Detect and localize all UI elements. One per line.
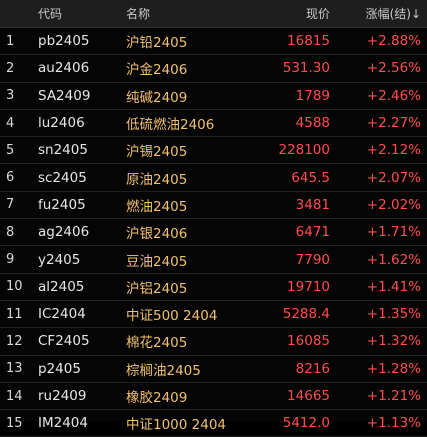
table-row[interactable]: 11 IC2404 中证500 2404 5288.4 +1.35% xyxy=(0,301,427,329)
current-price: 4588 xyxy=(295,115,330,132)
header-code[interactable]: 代码 xyxy=(38,7,63,21)
contract-code: ru2409 xyxy=(38,388,87,404)
row-index: 4 xyxy=(6,115,15,131)
row-index: 14 xyxy=(6,388,23,404)
contract-name: 低硫燃油2406 xyxy=(126,117,215,134)
table-row[interactable]: 6 sc2405 原油2405 645.5 +2.07% xyxy=(0,164,427,192)
change-percent: +2.27% xyxy=(366,115,421,132)
current-price: 16085 xyxy=(287,333,330,350)
row-index: 5 xyxy=(6,142,15,158)
contract-name: 纯碱2409 xyxy=(126,89,188,106)
row-index: 1 xyxy=(6,33,15,49)
contract-name: 沪锡2405 xyxy=(126,144,188,161)
contract-code: pb2405 xyxy=(38,33,90,50)
contract-code: IC2404 xyxy=(38,306,86,323)
table-row[interactable]: 1 pb2405 沪铅2405 16815 +2.88% xyxy=(0,28,427,56)
change-percent: +2.12% xyxy=(366,142,421,159)
contract-name: 中证1000 2404 xyxy=(126,417,227,434)
row-index: 9 xyxy=(6,252,15,268)
change-percent: +1.32% xyxy=(366,333,421,350)
table-row[interactable]: 4 lu2406 低硫燃油2406 4588 +2.27% xyxy=(0,110,427,138)
contract-name: 沪银2406 xyxy=(126,226,188,243)
row-index: 12 xyxy=(6,333,23,349)
contract-code: y2405 xyxy=(38,251,81,268)
table-row[interactable]: 9 y2405 豆油2405 7790 +1.62% xyxy=(0,246,427,274)
change-percent: +1.35% xyxy=(366,306,421,323)
change-percent: +1.28% xyxy=(366,360,421,377)
change-percent: +2.02% xyxy=(366,196,421,213)
table-row[interactable]: 12 CF2405 棉花2405 16085 +1.32% xyxy=(0,328,427,356)
contract-name: 橡胶2409 xyxy=(126,390,188,406)
table-row[interactable]: 15 IM2404 中证1000 2404 5412.0 +1.13% xyxy=(0,410,427,437)
row-index: 13 xyxy=(6,361,23,377)
current-price: 531.30 xyxy=(282,60,330,77)
current-price: 16815 xyxy=(287,33,330,50)
current-price: 3481 xyxy=(295,196,330,213)
contract-code: al2405 xyxy=(38,278,85,295)
current-price: 5412.0 xyxy=(282,415,330,432)
current-price: 7790 xyxy=(295,251,330,268)
change-percent: +1.62% xyxy=(366,251,421,268)
current-price: 6471 xyxy=(295,224,330,241)
table-row[interactable]: 3 SA2409 纯碱2409 1789 +2.46% xyxy=(0,83,427,110)
contract-name: 沪铅2405 xyxy=(126,35,188,52)
row-index: 6 xyxy=(6,170,15,186)
change-percent: +1.21% xyxy=(366,388,421,404)
contract-name: 棕榈油2405 xyxy=(126,362,201,379)
contract-code: au2406 xyxy=(38,60,90,77)
change-percent: +2.07% xyxy=(366,169,421,186)
table-body: 1 pb2405 沪铅2405 16815 +2.88% 2 au2406 沪金2406 531… xyxy=(0,28,427,437)
row-index: 2 xyxy=(6,60,15,76)
row-index: 8 xyxy=(6,224,15,240)
header-change-sorted[interactable]: 涨幅(结)↓ xyxy=(365,7,421,21)
table-header: 代码 名称 现价 涨幅(结)↓ xyxy=(0,0,427,28)
current-price: 645.5 xyxy=(291,169,330,186)
table-row[interactable]: 10 al2405 沪铝2405 19710 +1.41% xyxy=(0,274,427,301)
contract-name: 原油2405 xyxy=(126,171,188,188)
row-index: 11 xyxy=(6,306,23,322)
table-row[interactable]: 7 fu2405 燃油2405 3481 +2.02% xyxy=(0,192,427,220)
current-price: 228100 xyxy=(278,142,330,159)
contract-code: sc2405 xyxy=(38,169,87,186)
row-index: 3 xyxy=(6,88,15,104)
current-price: 8216 xyxy=(295,360,330,377)
row-index: 7 xyxy=(6,197,15,213)
contract-name: 豆油2405 xyxy=(126,253,188,270)
current-price: 5288.4 xyxy=(282,306,330,323)
contract-code: SA2409 xyxy=(38,87,91,104)
table-row[interactable]: 8 ag2406 沪银2406 6471 +1.71% xyxy=(0,219,427,247)
contract-code: ag2406 xyxy=(38,224,90,241)
change-percent: +2.88% xyxy=(366,33,421,50)
contract-code: p2405 xyxy=(38,360,81,377)
contract-code: sn2405 xyxy=(38,142,88,159)
contract-code: CF2405 xyxy=(38,333,90,350)
current-price: 1789 xyxy=(295,87,330,104)
current-price: 14665 xyxy=(287,388,330,404)
current-price: 19710 xyxy=(287,278,330,295)
contract-code: fu2405 xyxy=(38,196,86,213)
row-index: 10 xyxy=(6,279,23,295)
contract-name: 沪铝2405 xyxy=(126,280,188,297)
change-percent: +1.41% xyxy=(366,278,421,295)
contract-name: 棉花2405 xyxy=(126,335,188,352)
change-percent: +1.13% xyxy=(366,415,421,432)
table-row[interactable]: 13 p2405 棕榈油2405 8216 +1.28% xyxy=(0,356,427,383)
contract-code: lu2406 xyxy=(38,115,85,132)
contract-name: 中证500 2404 xyxy=(126,308,218,325)
change-percent: +2.46% xyxy=(366,87,421,104)
table-row[interactable]: 5 sn2405 沪锡2405 228100 +2.12% xyxy=(0,137,427,165)
table-row[interactable]: 14 ru2409 橡胶2409 14665 +1.21% xyxy=(0,383,427,411)
table-row[interactable]: 2 au2406 沪金2406 531.30 +2.56% xyxy=(0,55,427,83)
header-price[interactable]: 现价 xyxy=(305,7,330,21)
header-name[interactable]: 名称 xyxy=(126,7,151,21)
row-index: 15 xyxy=(6,415,23,431)
contract-name: 沪金2406 xyxy=(126,62,188,79)
contract-code: IM2404 xyxy=(38,415,88,432)
contract-name: 燃油2405 xyxy=(126,198,188,215)
change-percent: +2.56% xyxy=(366,60,421,77)
change-percent: +1.71% xyxy=(366,224,421,241)
